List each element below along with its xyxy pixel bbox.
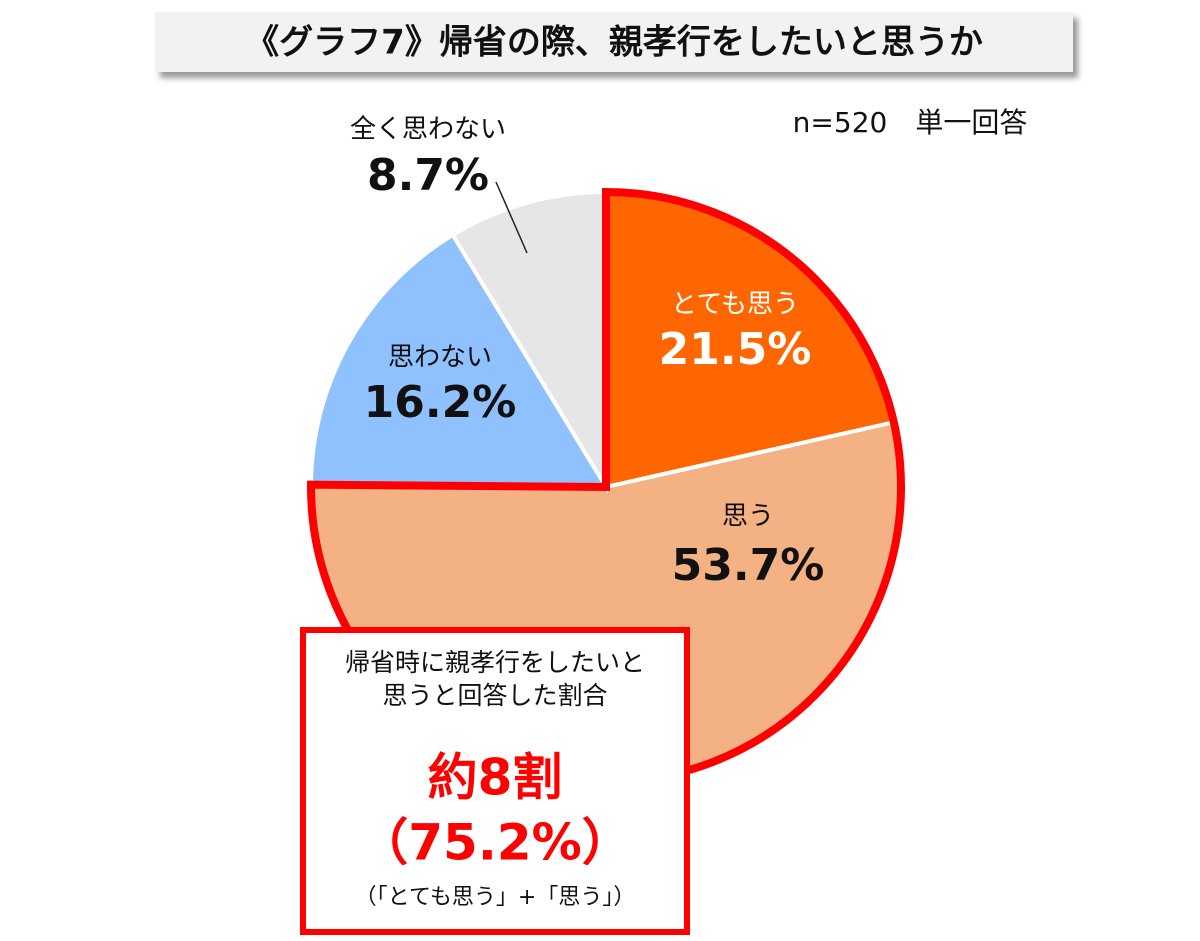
slice-label: とても思う [671, 290, 799, 320]
callout-line: 帰省時に親孝行をしたいと [345, 648, 645, 677]
value-label: 53.7% [672, 540, 825, 591]
value-label: 16.2% [364, 377, 517, 428]
value-label: 21.5% [659, 324, 812, 375]
title-bar [155, 12, 1073, 72]
callout-detail: （「とても思う」+「思う」） [355, 885, 636, 910]
slice-label: 思う [722, 502, 774, 532]
callout-box [300, 627, 690, 935]
callout-figure: （75.2%） [358, 814, 631, 872]
labels: とても思う 21.5% 思う 53.7% 思わない 16.2% 全く思わない 8.7% [350, 115, 824, 592]
callout-line: 思うと回答した割合 [382, 681, 607, 710]
pie-slice [450, 189, 608, 495]
slice-label: 思わない [388, 343, 492, 373]
sample-note: n=520 単一回答 [793, 106, 1028, 139]
slice-label: 全く思わない [350, 115, 506, 145]
leader-line [495, 181, 528, 254]
value-label: 8.7% [367, 150, 489, 201]
pie-slice [308, 232, 610, 490]
callout-headline: 約8割 [428, 749, 563, 807]
chart-title: 《グラフ7》帰省の際、親孝行をしたいと思うか [245, 23, 983, 63]
